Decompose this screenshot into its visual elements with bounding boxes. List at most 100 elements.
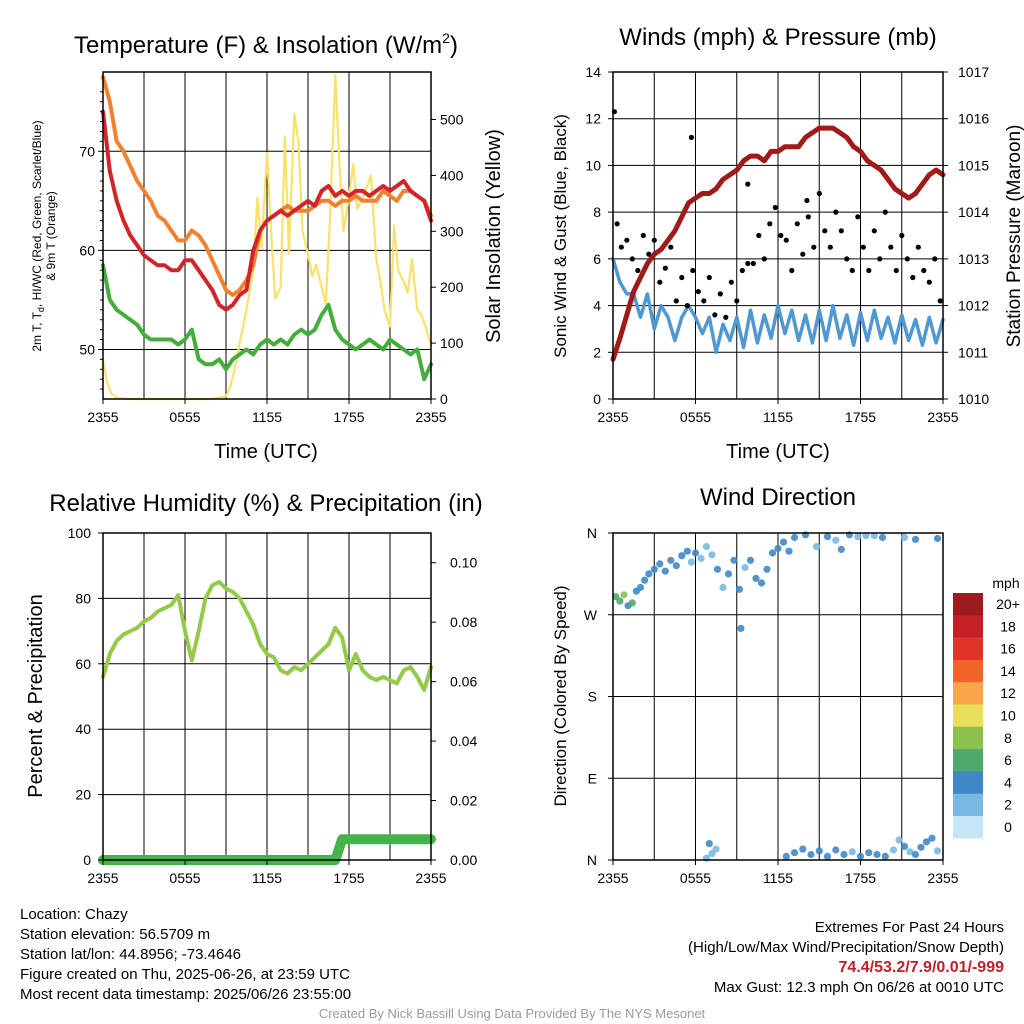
direction-point	[752, 574, 760, 583]
direction-point	[705, 840, 713, 848]
direction-point	[865, 849, 873, 857]
direction-point	[873, 850, 881, 859]
direction-point	[878, 533, 887, 542]
rh-ytick-label: 20	[75, 787, 91, 803]
direction-point	[862, 532, 870, 540]
gust-point	[624, 237, 630, 243]
direction-point	[678, 552, 686, 560]
direction-point	[856, 852, 865, 861]
temp-ylabel-line2: & 9m T (Orange)	[44, 191, 58, 281]
wind-series	[610, 109, 946, 362]
rh-xtick-label: 2355	[415, 870, 446, 886]
direction-point	[757, 579, 766, 587]
dir-xtick-label: 1155	[763, 870, 793, 886]
temp-xtick-label: 0555	[169, 409, 200, 425]
colorbar-label: 16	[1000, 641, 1016, 657]
direction-point	[730, 556, 738, 564]
rh-ylabel-left: Percent & Precipitation	[25, 594, 47, 797]
direction-point	[900, 842, 909, 851]
direction-point	[911, 850, 920, 859]
direction-point	[683, 547, 691, 555]
gust-point	[651, 237, 657, 243]
precip-ytick-label: 0.04	[450, 733, 477, 749]
pressure-ytick-label: 1011	[958, 344, 988, 360]
temp-xtick-label: 2355	[415, 409, 446, 425]
gust-point	[745, 181, 751, 187]
direction-point	[687, 558, 696, 566]
station-elevation: Station elevation: 56.5709 m	[20, 926, 211, 943]
gust-point	[838, 228, 844, 234]
colorbar-label: 6	[1004, 752, 1012, 768]
gust-point	[695, 289, 701, 295]
pressure-ytick-label: 1016	[958, 111, 989, 127]
gust-point	[882, 209, 888, 215]
series-2m-t-line	[101, 109, 433, 312]
temp-xtick-label: 2355	[87, 409, 118, 425]
gust-point	[794, 221, 800, 227]
direction-point	[763, 565, 771, 573]
gust-point	[849, 267, 855, 274]
dir-ytick-label: S	[588, 689, 597, 705]
colorbar-label: 20+	[996, 596, 1020, 612]
gust-point	[860, 244, 866, 250]
series-td-line	[101, 263, 433, 382]
precip-ytick-label: 0.10	[450, 555, 477, 571]
direction-point	[933, 847, 942, 855]
temp-ytick-label: 70	[79, 143, 95, 159]
direction-point	[815, 847, 823, 855]
dir-xtick-label: 0555	[680, 870, 711, 886]
gust-point	[800, 251, 806, 257]
extremes-values: 74.4/53.2/7.9/0.01/-999	[838, 959, 1004, 976]
direction-point	[840, 850, 848, 859]
wind-ytick-label: 10	[585, 157, 601, 173]
station-pressure-line	[610, 125, 946, 362]
rh-ytick-label: 0	[83, 852, 91, 868]
colorbar-swatch	[953, 637, 983, 661]
colorbar-swatch	[953, 615, 983, 638]
gust-point	[717, 291, 723, 297]
wind-ytick-label: 4	[593, 298, 601, 314]
gust-point	[635, 267, 641, 274]
direction-point	[837, 545, 845, 554]
rh-ytick-label: 100	[68, 525, 92, 541]
direction-point	[928, 834, 936, 842]
rh-xtick-label: 0555	[169, 870, 200, 886]
precip-ytick-label: 0.00	[450, 852, 477, 868]
wind-ytick-label: 12	[585, 111, 601, 127]
direction-point	[832, 846, 840, 854]
recent-data-timestamp: Most recent data timestamp: 2025/06/26 2…	[20, 986, 352, 1003]
gust-point	[688, 134, 695, 140]
sonic-wind-line	[611, 257, 945, 355]
direction-point	[746, 556, 755, 564]
rh-title: Relative Humidity (%) & Precipitation (i…	[49, 490, 482, 517]
temp-ytick-label: 50	[79, 341, 95, 357]
gust-point	[915, 244, 921, 250]
direction-point	[785, 547, 793, 555]
rh-xtick-label: 1755	[333, 870, 364, 886]
direction-point	[790, 533, 799, 542]
pressure-ytick-label: 1014	[958, 204, 989, 220]
temp-ylabel-right: Solar Insolation (Yellow)	[483, 129, 505, 343]
rh-grid	[103, 533, 431, 860]
wind-ylabel-left: Sonic Wind & Gust (Blue, Black)	[551, 114, 570, 358]
wind-ticks: 2355 0555 1155 1755 235502468101214101010111…	[585, 64, 989, 425]
direction-point	[922, 838, 931, 846]
gust-point	[855, 214, 861, 220]
temp-ticks: 2355 0555 1155 1755 2355 50 60 70 0 100 200 300 400 5…	[79, 91, 464, 425]
gust-point	[640, 232, 646, 239]
dir-xtick-label: 2355	[927, 870, 958, 886]
direction-point	[790, 849, 799, 857]
extremes-subtitle: (High/Low/Max Wind/Precipitation/Snow De…	[688, 939, 1004, 956]
gust-point	[783, 237, 789, 243]
pressure-ytick-label: 1013	[958, 251, 989, 267]
direction-point	[661, 567, 669, 575]
gust-point	[877, 256, 883, 262]
direction-point	[911, 535, 920, 544]
gust-point	[844, 256, 850, 262]
direction-point	[832, 536, 840, 544]
gust-point	[789, 267, 795, 274]
dir-xtick-label: 1755	[845, 870, 876, 886]
direction-point	[870, 532, 878, 540]
wind-title: Winds (mph) & Pressure (mb)	[619, 24, 936, 51]
gust-point	[816, 190, 822, 197]
